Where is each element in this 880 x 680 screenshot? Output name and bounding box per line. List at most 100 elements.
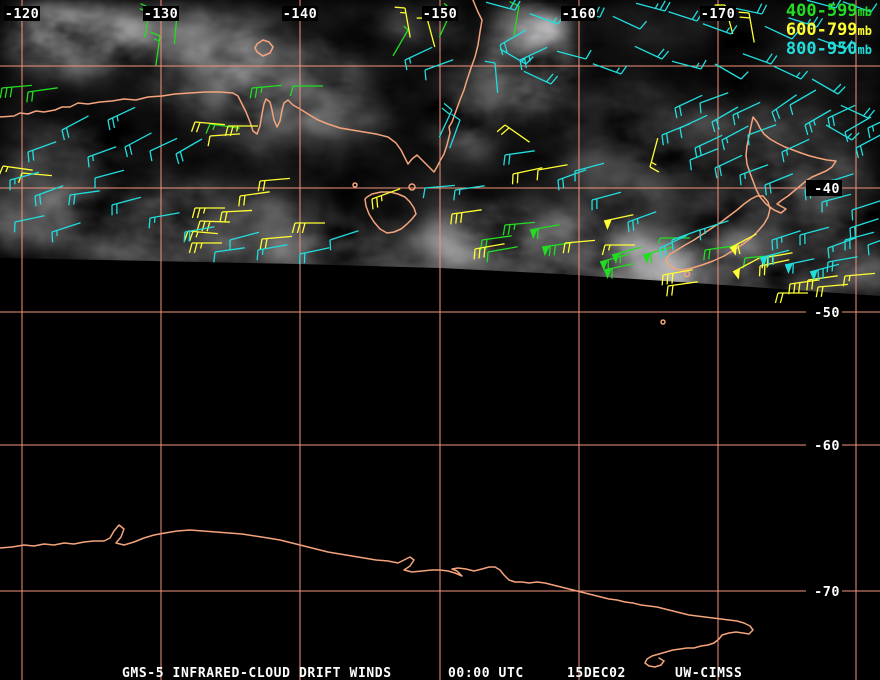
longitude-label: -120 [5, 6, 40, 22]
latitude-label-bg [806, 304, 842, 320]
wind-barb-cyan [732, 101, 761, 126]
cloud-patch [793, 240, 880, 296]
wind-barb-cyan [817, 38, 853, 50]
latitude-label: -50 [814, 305, 840, 321]
latitude-label-bg [806, 180, 842, 196]
wind-barb-cyan [840, 104, 876, 119]
wind-barb-cyan [809, 263, 840, 281]
wind-barb-yellow [603, 214, 634, 230]
wind-barb-cyan [844, 116, 872, 143]
wind-barb-yellow [649, 137, 660, 173]
cloud-patch [0, 122, 130, 178]
longitude-label-bg [422, 6, 458, 21]
coastline-australia [0, 0, 483, 173]
wind-barb-yellow [257, 177, 290, 192]
wind-barb-cyan [674, 94, 703, 119]
wind-barb-green [657, 237, 690, 244]
longitude-label-bg [4, 6, 40, 21]
wind-barb-cyan [61, 115, 89, 141]
wind-barb-cyan [229, 231, 260, 251]
wind-barb-cyan [827, 237, 857, 259]
cloud-patch [420, 223, 540, 267]
wind-barb-cyan [51, 222, 81, 243]
wind-barb-cyan [453, 185, 485, 201]
wind-barb-cyan [784, 258, 815, 274]
wind-barb-cyan [773, 65, 809, 80]
wind-barb-cyan [329, 230, 359, 251]
islet-dot [660, 319, 666, 325]
wind-barb-cyan [557, 169, 587, 191]
wind-barb-cyan [781, 138, 810, 163]
wind-barb-green [603, 263, 634, 279]
islet-dot [408, 183, 416, 191]
wind-barb-yellow [191, 207, 225, 219]
coastline-nz_north_island [745, 116, 837, 214]
wind-barb-cyan [27, 141, 57, 163]
wind-barb-cyan [523, 70, 559, 85]
wind-barbs-layer [0, 0, 880, 304]
cloud-patch [0, 172, 80, 248]
coastline-nz_south_island [665, 195, 771, 271]
wind-barb-cyan [799, 226, 830, 246]
latitude-label-bg [806, 437, 842, 453]
wind-barb-cyan [13, 215, 45, 233]
longitude-label-bg [700, 6, 736, 21]
wind-barb-cyan [68, 190, 100, 206]
wind-barb-yellow [238, 191, 270, 207]
wind-barb-cyan [821, 193, 852, 213]
wind-barb-cyan [849, 218, 879, 239]
wind-barb-cyan [764, 25, 800, 40]
wind-barb-cyan [449, 113, 461, 149]
wind-barb-cyan [94, 169, 125, 189]
wind-barb-cyan [298, 247, 330, 265]
wind-barb-cyan [811, 78, 846, 95]
wind-barb-yellow [536, 164, 568, 181]
wind-barb-cyan [87, 146, 117, 168]
wind-barb-cyan [107, 106, 136, 131]
wind-barb-cyan [424, 59, 454, 81]
longitude-label-bg [561, 6, 597, 21]
longitude-label-bg [282, 6, 318, 21]
wind-barb-green [486, 246, 518, 263]
latitude-label-bg [806, 583, 842, 599]
wind-barb-yellow [259, 235, 292, 250]
wind-barb-green [150, 31, 161, 66]
wind-barb-yellow [732, 257, 760, 280]
wind-barb-cyan [739, 164, 769, 186]
wind-barb-yellow [0, 165, 33, 176]
wind-barb-yellow [291, 222, 325, 234]
wind-barb-cyan [679, 114, 708, 139]
wind-barb-green [392, 25, 409, 57]
wind-barb-yellow [738, 11, 755, 43]
wind-barb-cyan [694, 134, 723, 159]
wind-barb-cyan [742, 53, 778, 65]
wind-barb-cyan [867, 114, 880, 139]
wind-barb-cyan [175, 138, 203, 165]
wind-barb-green [0, 84, 32, 99]
wind-barb-yellow [511, 167, 543, 185]
wind-barb-cyan [851, 200, 880, 221]
wind-barb-cyan [747, 124, 777, 146]
wind-barb-cyan [826, 256, 858, 273]
wind-barb-yellow [371, 188, 401, 210]
islet-dot [683, 270, 691, 278]
wind-barb-cyan [627, 211, 657, 233]
wind-barb-cyan [671, 59, 707, 70]
wind-barb-yellow [219, 209, 252, 223]
cloud-patch [545, 85, 685, 155]
wind-barb-cyan [574, 162, 605, 182]
wind-barb-yellow [842, 272, 875, 287]
wind-barb-cyan [213, 247, 245, 263]
wind-barb-cyan [519, 46, 548, 71]
caption-date: 15DEC02 [567, 666, 626, 680]
wind-barb-cyan [499, 29, 527, 56]
wind-barb-yellow [207, 133, 240, 147]
wind-barb-cyan [844, 231, 875, 251]
wind-barb-yellow [190, 121, 225, 133]
wind-barb-cyan [759, 249, 790, 267]
caption-source: UW-CIMSS [675, 666, 742, 680]
wind-barb-cyan [422, 184, 455, 199]
wind-barb-cyan [592, 63, 628, 75]
